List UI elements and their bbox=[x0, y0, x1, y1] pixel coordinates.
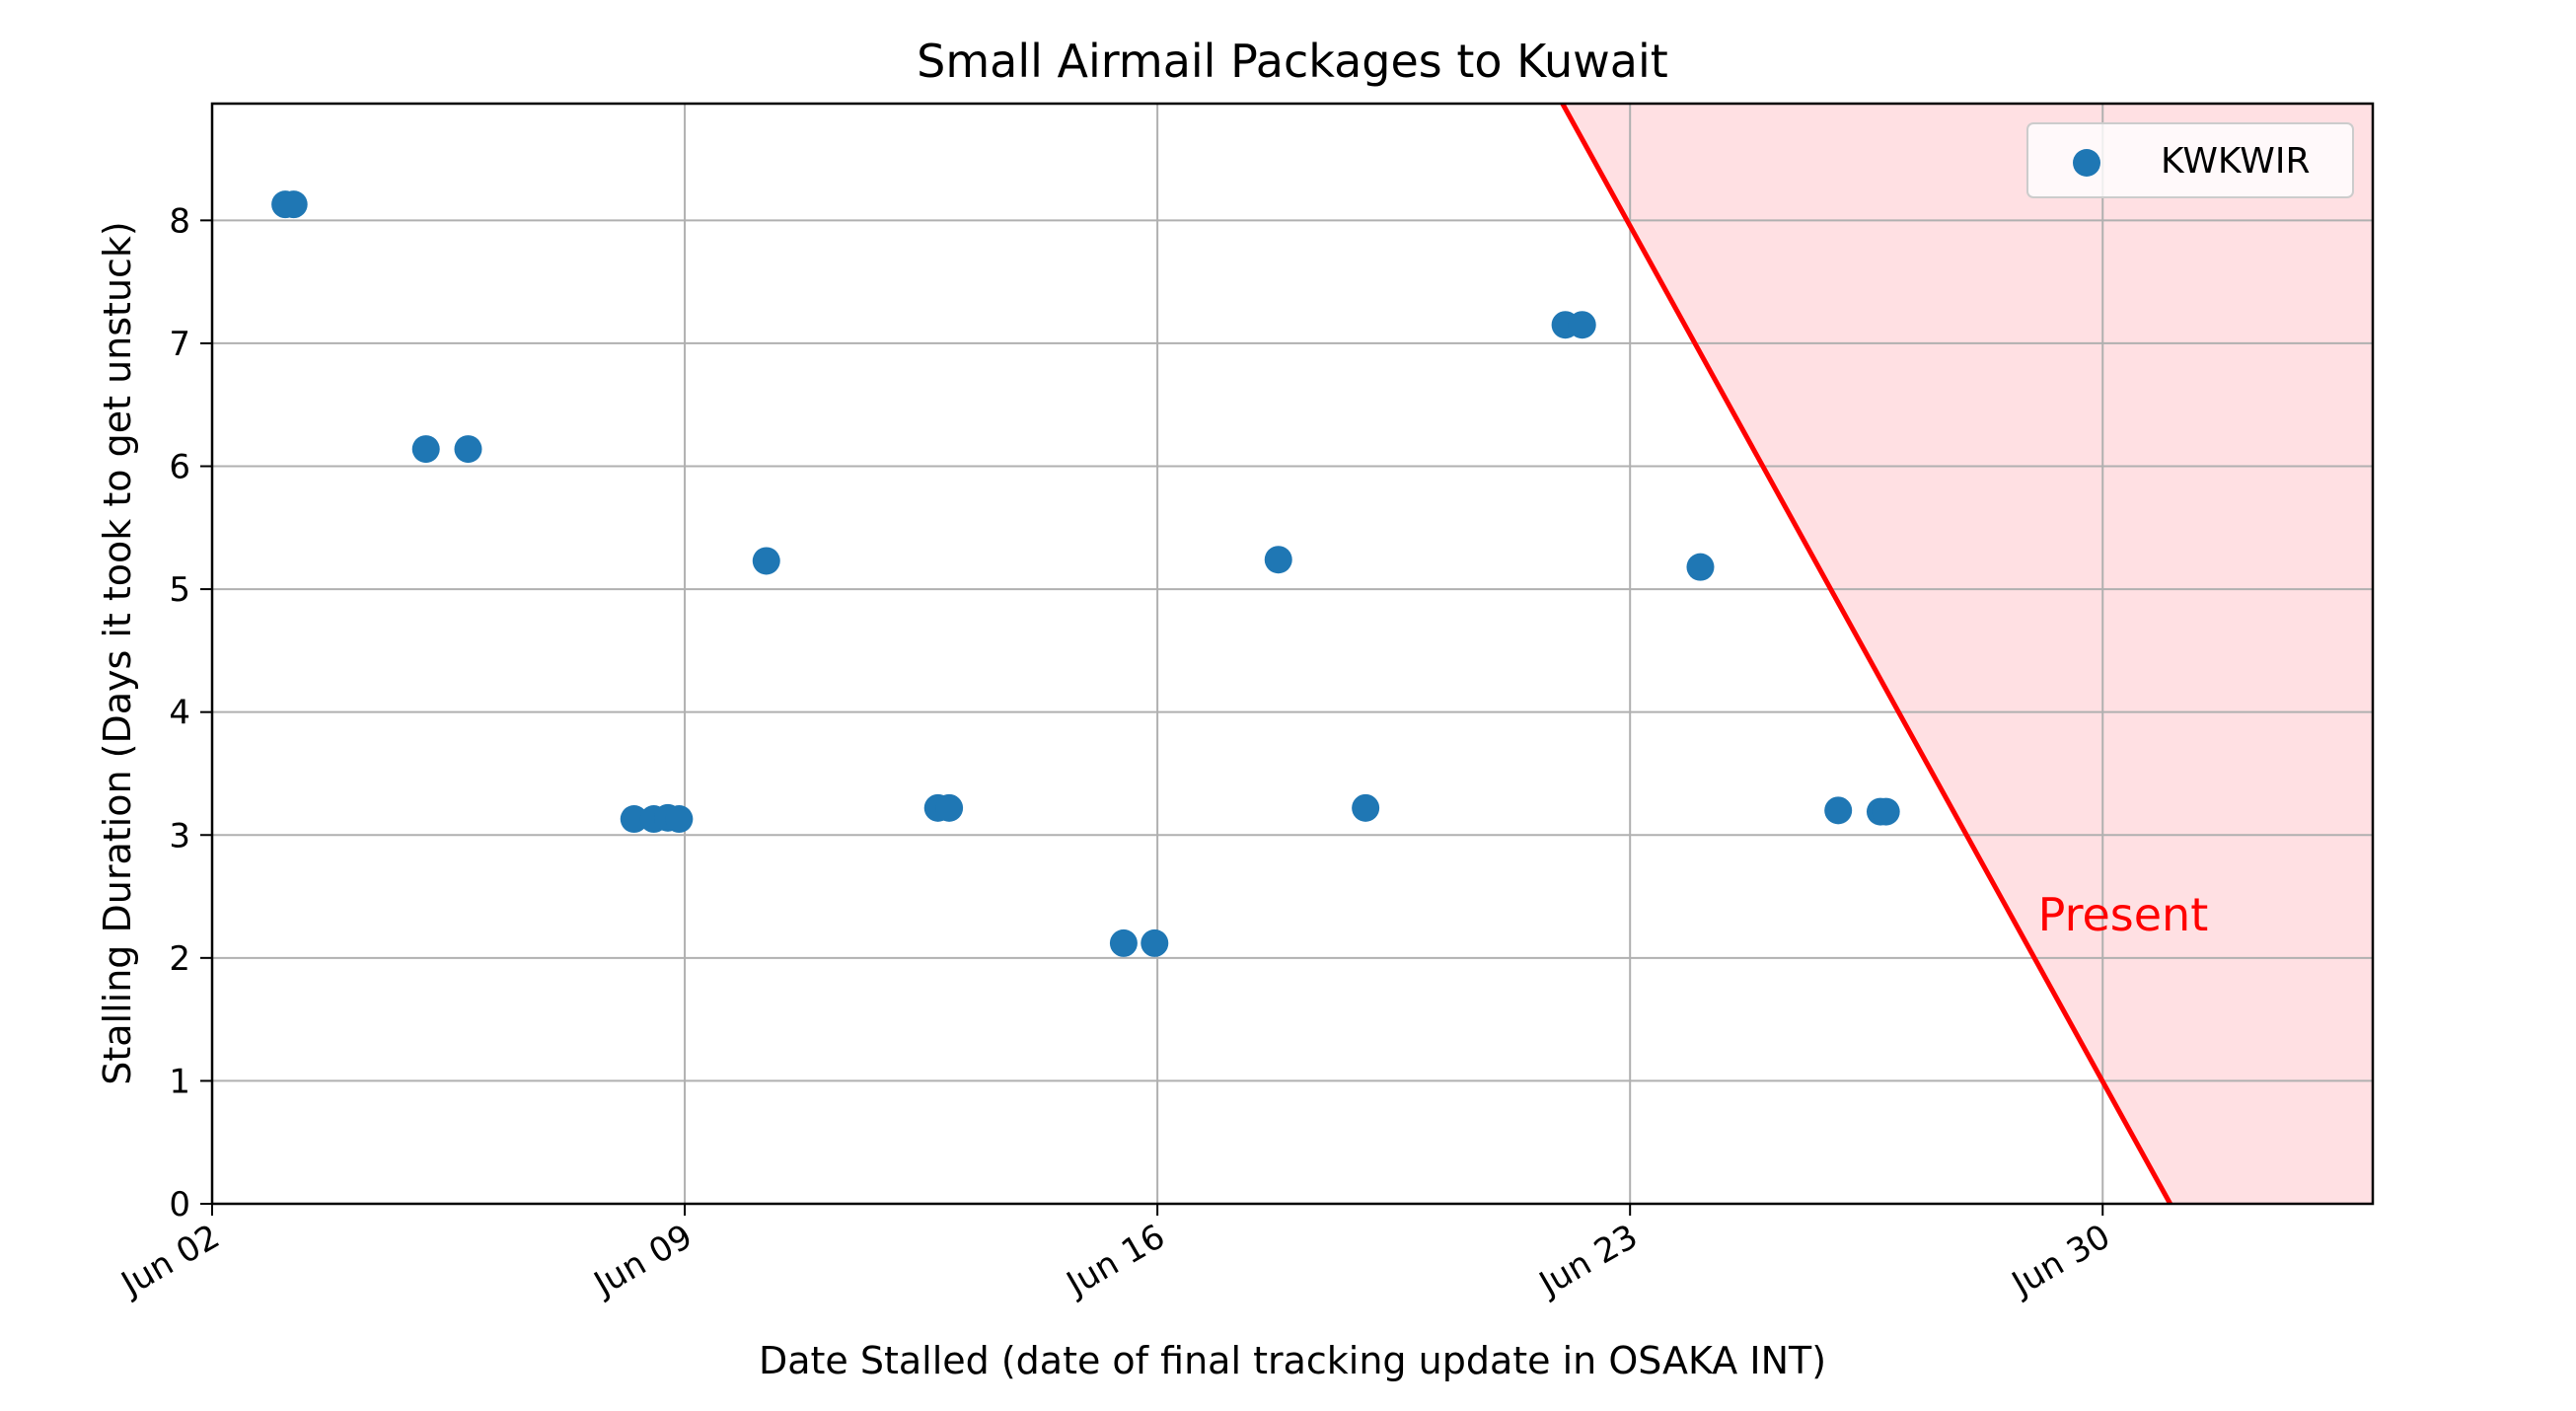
legend-label-kwkwir: KWKWIR bbox=[2161, 141, 2310, 182]
y-tick-label: 6 bbox=[169, 448, 190, 487]
y-tick-label: 2 bbox=[169, 939, 190, 979]
present-shade-layer bbox=[1562, 104, 2373, 1204]
present-region-shade bbox=[1562, 104, 2373, 1204]
y-tick-label: 1 bbox=[169, 1062, 190, 1101]
present-threshold-line bbox=[1560, 104, 2172, 1204]
y-tick-label: 4 bbox=[169, 694, 190, 733]
data-point bbox=[935, 793, 964, 822]
data-point bbox=[1109, 928, 1138, 957]
grid bbox=[211, 104, 2373, 1204]
y-tick-label: 7 bbox=[169, 325, 190, 364]
data-point bbox=[1141, 928, 1169, 957]
threshold-layer bbox=[1560, 104, 2172, 1204]
data-point bbox=[1264, 546, 1292, 574]
data-point bbox=[1686, 553, 1715, 581]
legend: KWKWIR bbox=[2026, 122, 2354, 198]
x-axis-label: Date Stalled (date of final tracking upd… bbox=[759, 1339, 1826, 1382]
data-point bbox=[411, 435, 440, 464]
data-point bbox=[454, 435, 482, 464]
y-tick-label: 3 bbox=[169, 816, 190, 855]
y-tick-label: 0 bbox=[169, 1185, 190, 1225]
data-point bbox=[1824, 796, 1853, 825]
data-point bbox=[1568, 311, 1596, 339]
data-point bbox=[1872, 797, 1900, 826]
legend-box bbox=[2026, 122, 2354, 198]
data-point bbox=[279, 190, 308, 219]
data-point bbox=[752, 547, 780, 575]
annotation-layer: Present bbox=[2038, 888, 2209, 941]
present-annotation: Present bbox=[2038, 888, 2209, 941]
data-point bbox=[1352, 793, 1380, 822]
legend-marker-kwkwir bbox=[2073, 149, 2100, 177]
plot-frame bbox=[210, 102, 2375, 1206]
y-axis-label: Stalling Duration (Days it took to get u… bbox=[96, 221, 139, 1085]
data-points bbox=[271, 190, 1900, 957]
data-point bbox=[665, 805, 694, 834]
y-tick-label: 8 bbox=[169, 201, 190, 241]
data-point bbox=[620, 805, 648, 834]
y-tick-label: 5 bbox=[169, 570, 190, 610]
y-axis-ticks: 0 1 2 3 4 5 6 7 8 bbox=[169, 201, 212, 1225]
chart-title: Small Airmail Packages to Kuwait bbox=[917, 35, 1668, 88]
